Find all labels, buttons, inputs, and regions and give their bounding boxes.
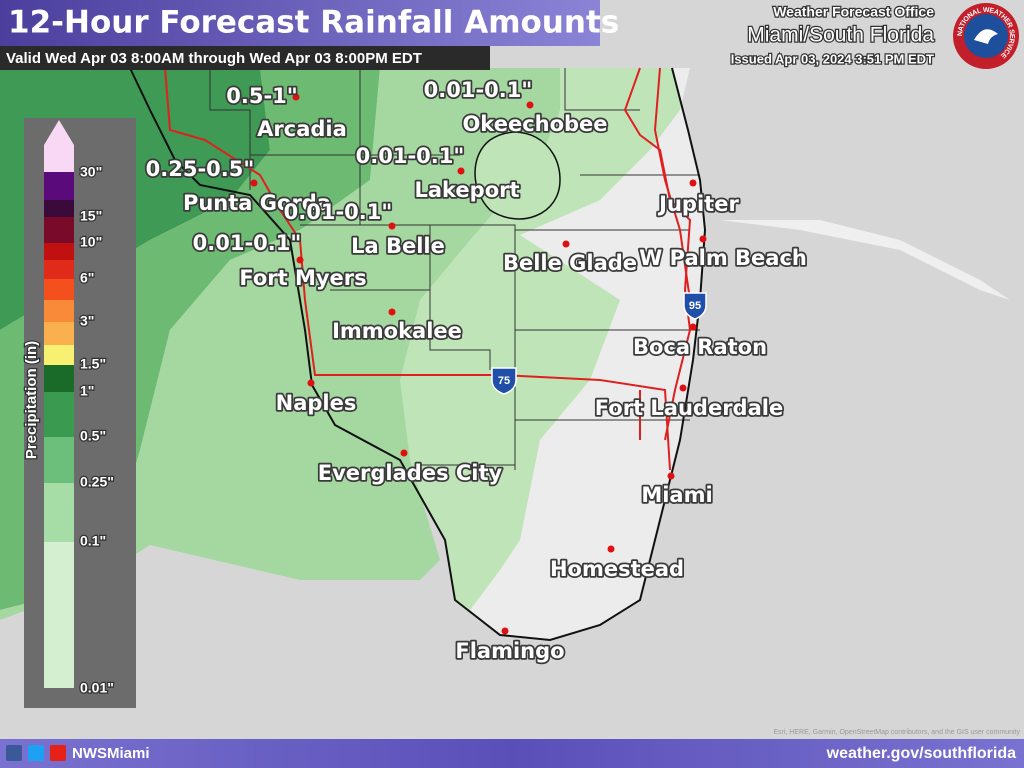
city-label: Fort Myers: [239, 266, 366, 290]
shield-label: 75: [498, 375, 510, 387]
city-label: Fort Lauderdale: [595, 396, 783, 420]
valid-bar: [0, 46, 490, 70]
city-dot: [292, 93, 300, 101]
legend-swatch: [44, 392, 74, 437]
legend-title: Precipitation (in): [23, 341, 40, 459]
legend-swatch: [44, 437, 74, 483]
legend-label: 15": [80, 208, 102, 224]
city-label: La Belle: [351, 234, 445, 258]
office-name: Miami/South Florida: [747, 24, 934, 47]
city-label: W Palm Beach: [639, 246, 807, 270]
city-dot: [699, 235, 707, 243]
city-dot: [667, 472, 675, 480]
shield-95: 95: [683, 292, 707, 320]
city-dot: [457, 167, 465, 175]
city-dot: [388, 222, 396, 230]
legend-label: 3": [80, 313, 94, 329]
youtube-icon[interactable]: [50, 745, 66, 761]
legend-label: 1": [80, 383, 94, 399]
city-dot: [501, 627, 509, 635]
footer-bar: [0, 739, 1024, 768]
city-label: Immokalee: [332, 319, 462, 343]
legend-label: 6": [80, 270, 94, 286]
legend-swatch: [44, 172, 74, 200]
legend-swatch: [44, 365, 74, 392]
legend-swatch: [44, 542, 74, 688]
city-dot: [562, 240, 570, 248]
city-label: Naples: [276, 391, 357, 415]
city-label: Arcadia: [257, 117, 347, 141]
city-dot: [689, 323, 697, 331]
city-dot: [296, 256, 304, 264]
title-bar: [0, 0, 600, 46]
city-label: Everglades City: [318, 461, 503, 485]
website[interactable]: weather.gov/southflorida: [826, 745, 1016, 762]
attribution: Esri, HERE, Garmin, OpenStreetMap contri…: [773, 729, 1020, 736]
city-dot: [388, 308, 396, 316]
legend-colorbar: 30" 15" 10" 6" 3" 1.5" 1" 0.5" 0.25" 0.1" 0.01": [44, 120, 115, 697]
legend-swatch: [44, 145, 74, 172]
map-labels: Arcadia Okeechobee Lakeport Punta Gorda La B…: [144, 76, 809, 665]
logo-mark: [974, 29, 998, 44]
city-dot: [607, 545, 615, 553]
legend-label: 0.25": [80, 474, 114, 490]
legend-swatch: [44, 483, 74, 542]
legend-swatch: [44, 217, 74, 243]
city-label: Belle Glade: [503, 251, 637, 275]
legend-swatch: [44, 200, 74, 217]
city-dot: [250, 179, 258, 187]
dry-area: [470, 68, 705, 640]
legend-label: 0.5": [80, 428, 106, 444]
rain-amount: 0.01-0.1": [193, 231, 302, 255]
city-dot: [689, 179, 697, 187]
city-label: Jupiter: [657, 192, 739, 216]
city-label: Homestead: [550, 557, 684, 581]
title: 12-Hour Forecast Rainfall Amounts: [8, 5, 619, 41]
legend-swatch: [44, 260, 74, 279]
rain-amount: 0.25-0.5": [146, 157, 255, 181]
city-label: Okeechobee: [462, 112, 607, 136]
legend-label: 30": [80, 164, 102, 180]
twitter-icon[interactable]: [28, 745, 44, 761]
bahamas: [720, 220, 1010, 300]
shield-label: 95: [689, 300, 701, 312]
city-dot: [307, 379, 315, 387]
office: Weather Forecast Office: [773, 4, 934, 20]
city-label: Flamingo: [455, 639, 564, 663]
legend-swatch: [44, 322, 74, 345]
city-label: Miami: [641, 483, 712, 507]
lake-okeechobee: [474, 131, 561, 220]
rain-zone: [0, 68, 560, 620]
legend-swatch: [44, 300, 74, 322]
city-dot: [679, 384, 687, 392]
county-lines: [209, 68, 700, 470]
legend-swatch: [44, 279, 74, 300]
shield-75: 75: [491, 367, 517, 395]
city-dot: [400, 449, 408, 457]
legend-label: 0.1": [80, 533, 106, 549]
rain-amount: 0.01-0.1": [356, 144, 465, 168]
valid-time: Valid Wed Apr 03 8:00AM through Wed Apr …: [6, 50, 422, 67]
city-label: Lakeport: [414, 178, 519, 202]
legend-swatch: [44, 243, 74, 260]
city-label: Punta Gorda: [183, 191, 331, 215]
issued-time: Issued Apr 03, 2024 3:51 PM EDT: [731, 51, 934, 66]
roads: [164, 67, 692, 471]
city-label: Boca Raton: [633, 335, 767, 359]
legend-panel: [24, 118, 136, 708]
rain-amount: 0.5-1": [226, 84, 297, 108]
social-handle[interactable]: NWSMiami: [72, 745, 150, 762]
rain-amount: 0.01-0.1": [424, 78, 533, 102]
legend-label: 0.01": [80, 680, 114, 696]
legend-label: 10": [80, 234, 102, 250]
legend-arrow: [44, 120, 74, 145]
facebook-icon[interactable]: [6, 745, 22, 761]
legend-swatch: [44, 345, 74, 365]
legend-label: 1.5": [80, 356, 106, 372]
nws-logo: NATIONAL WEATHER SERVICE: [953, 3, 1019, 69]
city-dot: [526, 101, 534, 109]
rain-amount: 0.01-0.1": [284, 200, 393, 224]
